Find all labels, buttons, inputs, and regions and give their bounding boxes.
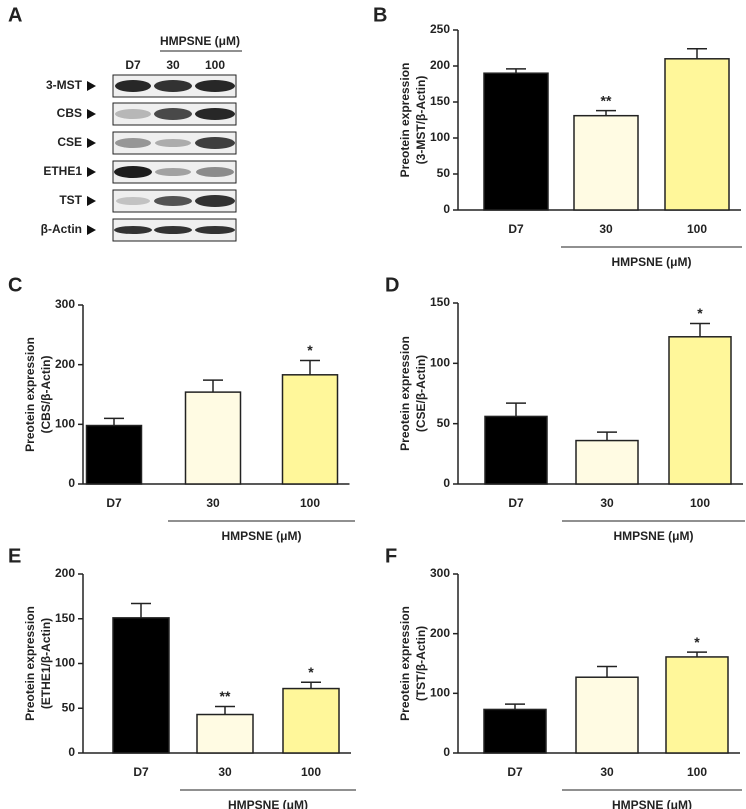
bar-chart: E 0 50 100 150 200 Preotein expression (ETHE1/β…	[8, 545, 356, 809]
y-tick-label: 150	[55, 611, 75, 625]
lane-label: 30	[166, 58, 180, 72]
x-tick-label: 100	[687, 222, 707, 236]
significance: *	[308, 664, 314, 680]
panel-label: F	[385, 545, 397, 567]
bar	[196, 713, 254, 754]
row-label: CSE	[57, 135, 82, 149]
panel-label: E	[8, 545, 21, 567]
y-tick-label: 0	[68, 476, 75, 490]
blot-bands	[112, 74, 237, 242]
lane-label: D7	[125, 58, 141, 72]
x-tick-label: D7	[507, 765, 523, 779]
bar	[281, 374, 339, 485]
x-tick-label: D7	[508, 496, 524, 510]
row-label: 3-MST	[46, 78, 83, 92]
bar	[575, 439, 639, 485]
bar-chart: C 0 100 200 300 Preotein expression (CBS/β-Act…	[8, 274, 355, 543]
x-tick-label: D7	[106, 496, 122, 510]
y-tick-label: 100	[430, 130, 450, 144]
x-tick-label: 30	[206, 496, 220, 510]
bar	[483, 72, 549, 211]
y-tick-label: 100	[55, 417, 75, 431]
lane-label: 100	[205, 58, 225, 72]
y-tick-label: 150	[430, 295, 450, 309]
x-tick-label: 100	[300, 496, 320, 510]
bar	[668, 336, 732, 485]
group-label: HMPSNE (μM)	[611, 255, 691, 269]
y-axis-label: (3-MST/β-Actin)	[414, 76, 428, 165]
significance: *	[307, 342, 313, 358]
bar-chart: F 0 100 200 300 Preotein expression (TST/β-Act…	[385, 545, 742, 809]
y-tick-label: 50	[62, 700, 76, 714]
significance: *	[697, 305, 703, 321]
row-label: ETHE1	[43, 164, 82, 178]
bar-chart: B 0 50 100 150 200 250 Preotein expression (3-MS…	[373, 4, 742, 269]
bar	[112, 617, 170, 754]
row-label: β-Actin	[41, 222, 82, 236]
group-label: HMPSNE (μM)	[228, 798, 308, 809]
bar	[85, 424, 143, 485]
arrows	[87, 81, 96, 235]
x-tick-label: D7	[508, 222, 524, 236]
y-tick-label: 0	[443, 745, 450, 759]
y-tick-label: 0	[68, 745, 75, 759]
x-tick-label: 30	[218, 765, 232, 779]
row-label: CBS	[57, 106, 82, 120]
x-tick-label: 30	[600, 496, 614, 510]
group-label: HMPSNE (μM)	[160, 34, 240, 48]
panel-label: A	[8, 4, 22, 26]
y-axis-label: Preotein expression	[398, 606, 412, 721]
bar	[573, 114, 639, 211]
x-tick-label: D7	[133, 765, 149, 779]
y-tick-label: 200	[55, 566, 75, 580]
y-axis-label: Preotein expression	[398, 336, 412, 451]
y-tick-label: 250	[430, 22, 450, 36]
western-blot: A HMPSNE (μM) D7 30 100 3-MST CBS CSE ET…	[8, 4, 242, 242]
significance: **	[601, 92, 612, 108]
bar	[664, 58, 730, 211]
panel-label: D	[385, 274, 399, 296]
y-tick-label: 300	[55, 297, 75, 311]
y-tick-label: 100	[55, 656, 75, 670]
x-tick-label: 30	[600, 765, 614, 779]
bar	[665, 656, 729, 754]
significance: *	[694, 634, 700, 650]
group-label: HMPSNE (μM)	[612, 798, 692, 809]
y-tick-label: 300	[430, 566, 450, 580]
x-tick-label: 100	[690, 496, 710, 510]
y-tick-label: 200	[55, 357, 75, 371]
panel-label: C	[8, 274, 22, 296]
significance: **	[220, 688, 231, 704]
x-tick-label: 100	[301, 765, 321, 779]
bar	[484, 415, 548, 485]
y-tick-label: 150	[430, 94, 450, 108]
panel-label: B	[373, 4, 387, 26]
y-tick-label: 50	[437, 166, 451, 180]
y-tick-label: 100	[430, 686, 450, 700]
y-axis-label: Preotein expression	[23, 606, 37, 721]
bar	[575, 676, 639, 754]
x-tick-label: 30	[599, 222, 613, 236]
y-tick-label: 50	[437, 416, 451, 430]
y-axis-label: Preotein expression	[23, 337, 37, 452]
bar	[184, 391, 242, 485]
x-tick-label: 100	[687, 765, 707, 779]
y-axis-label: (TST/β-Actin)	[414, 626, 428, 701]
row-label: TST	[59, 193, 82, 207]
bar	[282, 687, 340, 754]
y-tick-label: 100	[430, 356, 450, 370]
bar	[483, 708, 547, 754]
y-axis-label: (ETHE1/β-Actin)	[39, 618, 53, 709]
y-tick-label: 0	[443, 476, 450, 490]
group-label: HMPSNE (μM)	[613, 529, 693, 543]
y-tick-label: 200	[430, 58, 450, 72]
group-label: HMPSNE (μM)	[221, 529, 301, 543]
y-axis-label: (CBS/β-Actin)	[39, 356, 53, 434]
y-axis-label: (CSE/β-Actin)	[414, 355, 428, 432]
y-tick-label: 200	[430, 626, 450, 640]
y-axis-label: Preotein expression	[398, 63, 412, 178]
y-tick-label: 0	[443, 202, 450, 216]
bar-chart: D 0 50 100 150 Preotein expression (CSE/β-Acti…	[385, 274, 745, 543]
